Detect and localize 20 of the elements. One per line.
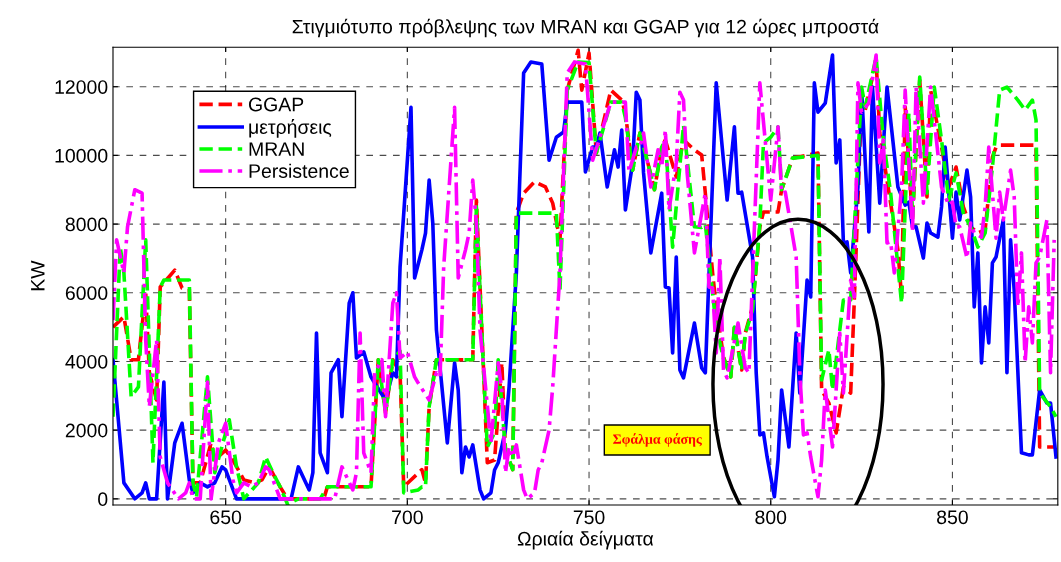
legend-label: μετρήσεις <box>249 119 332 138</box>
x-tick-label: 750 <box>573 510 605 525</box>
x-axis-title: Ωριαία δείγματα <box>517 530 654 550</box>
y-tick-label: 0 <box>98 492 108 507</box>
y-tick-label: 2000 <box>65 423 108 438</box>
x-tick-label: 850 <box>937 510 968 525</box>
annotation: Σφάλμα φάσης <box>613 433 702 447</box>
y-tick-label: 4000 <box>65 354 108 369</box>
x-tick-label: 800 <box>755 510 787 525</box>
x-tick-label: 700 <box>392 510 423 525</box>
y-axis-title: KW <box>31 260 45 291</box>
x-tick-label: 650 <box>210 510 242 525</box>
legend-label: Persistence <box>249 163 349 178</box>
chart-title: Στιγμιότυπο πρόβλεψης των MRAN και GGAP για 12 ώρες μπροστά <box>292 18 879 38</box>
legend-label: GGAP <box>249 97 304 112</box>
y-tick-label: 10000 <box>55 148 108 163</box>
legend-label: MRAN <box>249 142 304 156</box>
y-tick-label: 8000 <box>65 217 108 232</box>
y-tick-label: 6000 <box>65 286 108 300</box>
y-tick-label: 12000 <box>55 80 108 94</box>
